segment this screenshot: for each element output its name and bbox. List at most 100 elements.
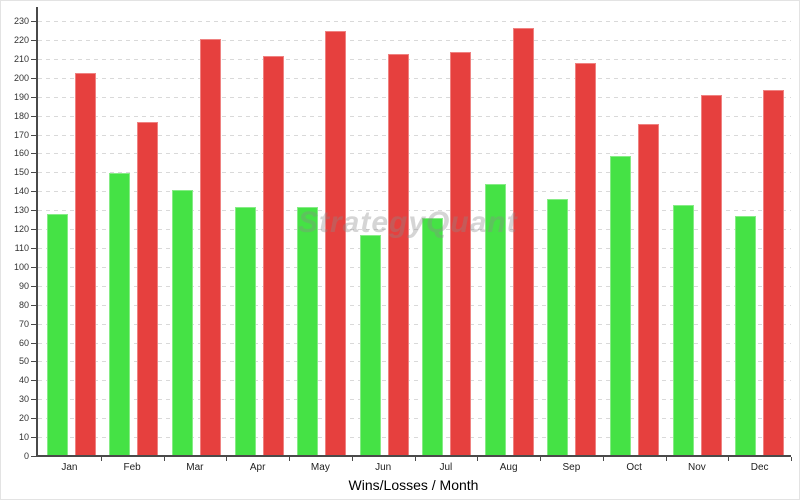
- gridline-200: [38, 77, 791, 79]
- bar-wins-aug: [484, 183, 506, 455]
- y-tick-40: [31, 380, 36, 382]
- y-tick-label-130: 130: [13, 205, 29, 216]
- y-tick-label-180: 180: [13, 110, 29, 121]
- x-axis-boundary-tick: [602, 457, 604, 461]
- bar-losses-oct: [637, 123, 659, 455]
- y-tick-label-30: 30: [18, 394, 29, 405]
- bar-wins-nov: [672, 204, 694, 455]
- x-axis-boundary-tick: [226, 457, 228, 461]
- gridline-160: [38, 153, 791, 155]
- bar-losses-aug: [512, 27, 534, 455]
- gridline-70: [38, 323, 791, 325]
- x-axis-boundary-tick: [351, 457, 353, 461]
- x-tick-label-sep: Sep: [562, 462, 581, 473]
- x-axis-boundary-tick: [289, 457, 290, 461]
- y-tick-160: [31, 153, 36, 155]
- gridline-50: [38, 361, 791, 363]
- y-tick-220: [31, 40, 36, 42]
- x-axis-labels: Jan Feb Mar Apr May Jun Jul Aug Sep Oct Nov Dec: [38, 462, 791, 473]
- bar-losses-jul: [450, 52, 472, 455]
- x-axis-title: Wins/Losses / Month: [348, 477, 479, 493]
- gridline-30: [38, 399, 791, 401]
- month-group-jun: [353, 7, 416, 455]
- x-axis-boundary-tick: [791, 457, 792, 461]
- x-axis-boundary-tick: [477, 457, 479, 461]
- bar-wins-mar: [171, 189, 193, 455]
- watermark: StrategyQuant: [298, 206, 518, 239]
- x-axis-boundary-tick: [100, 457, 102, 461]
- month-group-jan: [40, 7, 103, 455]
- y-tick-label-60: 60: [18, 337, 29, 348]
- y-tick-label-190: 190: [13, 91, 29, 102]
- month-group-feb: [103, 7, 166, 455]
- y-tick-label-120: 120: [13, 224, 29, 235]
- y-tick-30: [31, 399, 36, 401]
- y-tick-130: [31, 210, 36, 212]
- y-tick-150: [31, 172, 36, 174]
- bar-losses-mar: [199, 39, 221, 455]
- y-tick-label-70: 70: [18, 318, 29, 329]
- y-tick-70: [31, 323, 36, 325]
- y-tick-label-50: 50: [18, 356, 29, 367]
- x-tick-label-aug: Aug: [499, 462, 518, 473]
- y-tick-180: [31, 115, 36, 117]
- x-tick-label-apr: Apr: [249, 462, 266, 473]
- y-tick-200: [31, 77, 36, 79]
- x-axis-boundary-tick: [665, 457, 667, 461]
- gridline-90: [38, 285, 791, 287]
- x-axis-boundary-tick: [728, 457, 730, 461]
- y-tick-label-170: 170: [13, 129, 29, 140]
- month-group-aug: [478, 7, 541, 455]
- month-group-mar: [165, 7, 228, 455]
- y-tick-100: [31, 266, 36, 268]
- y-tick-label-0: 0: [23, 451, 29, 461]
- bar-wins-dec: [735, 215, 757, 455]
- month-group-oct: [603, 7, 666, 455]
- y-tick-label-40: 40: [18, 375, 29, 386]
- gridline-10: [38, 437, 791, 439]
- bar-losses-sep: [575, 63, 597, 455]
- gridline-20: [38, 418, 791, 420]
- bar-wins-apr: [234, 206, 256, 455]
- gridline-210: [38, 58, 791, 60]
- gridline-150: [38, 172, 791, 174]
- y-tick-label-20: 20: [18, 413, 29, 424]
- y-tick-110: [31, 248, 36, 250]
- gridline-220: [38, 40, 791, 42]
- bar-wins-feb: [109, 172, 131, 455]
- y-tick-170: [31, 134, 36, 136]
- y-tick-label-110: 110: [14, 243, 29, 254]
- y-tick-230: [31, 21, 36, 23]
- gridline-140: [38, 191, 791, 193]
- y-tick-190: [31, 96, 36, 98]
- plot-area: [36, 7, 791, 457]
- month-group-apr: [228, 7, 291, 455]
- y-tick-20: [31, 418, 36, 420]
- month-group-dec: [728, 7, 791, 455]
- month-group-jul: [415, 7, 478, 455]
- x-tick-label-feb: Feb: [123, 462, 141, 473]
- x-axis-boundary-tick: [540, 457, 541, 461]
- gridline-230: [38, 21, 791, 23]
- y-tick-90: [31, 285, 36, 287]
- bar-groups: [40, 7, 791, 455]
- bar-losses-feb: [137, 121, 159, 455]
- x-tick-label-jul: Jul: [439, 462, 453, 473]
- x-tick-label-jun: Jun: [375, 462, 392, 473]
- x-tick-label-oct: Oct: [626, 462, 642, 473]
- x-tick-label-mar: Mar: [186, 462, 204, 473]
- y-tick-label-220: 220: [13, 35, 29, 46]
- x-tick-label-nov: Nov: [687, 462, 706, 473]
- bar-losses-jan: [74, 72, 96, 455]
- y-tick-10: [31, 437, 36, 439]
- y-tick-label-10: 10: [18, 432, 29, 443]
- x-tick-label-jan: Jan: [61, 462, 78, 473]
- gridline-60: [38, 342, 791, 344]
- month-group-sep: [541, 7, 604, 455]
- bar-wins-jan: [46, 214, 68, 455]
- y-tick-80: [31, 304, 36, 306]
- y-tick-label-140: 140: [13, 186, 29, 197]
- x-tick-label-dec: Dec: [750, 462, 769, 473]
- y-tick-120: [31, 229, 36, 231]
